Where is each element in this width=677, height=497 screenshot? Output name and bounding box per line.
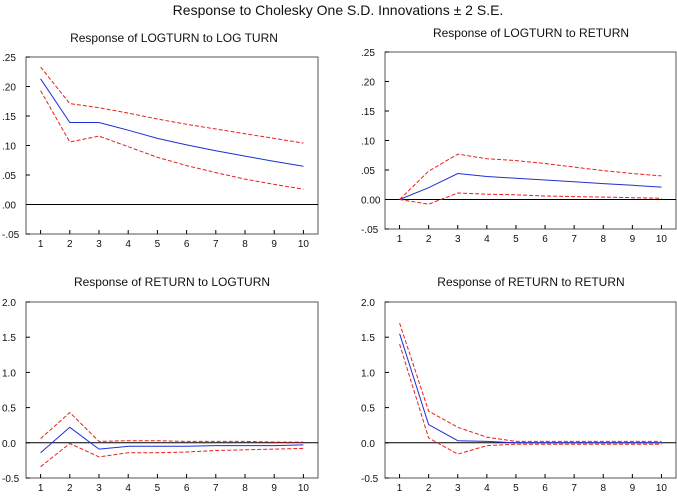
x-tick-label: 3: [455, 234, 461, 245]
panel-title: Response of RETURN to RETURN: [437, 275, 624, 289]
y-tick-label: .05: [361, 166, 375, 177]
x-tick-label: 3: [96, 239, 102, 250]
x-tick-label: 10: [656, 483, 668, 494]
series-line-upper: [399, 153, 662, 200]
y-tick-label: -.05: [361, 225, 379, 236]
x-tick-label: 9: [630, 234, 636, 245]
x-tick-label: 2: [67, 483, 73, 494]
panel-return-logturn: Response of RETURN to LOGTURN -0.5 0.0 0.5…: [2, 275, 319, 494]
figure-title: Response to Cholesky One S.D. Innovation…: [173, 2, 504, 18]
x-tick-label: 4: [484, 483, 490, 494]
x-tick-label: 1: [397, 234, 403, 245]
series-line-upper: [40, 66, 304, 144]
x-tick-label: 3: [455, 483, 461, 494]
panel-return-return: Response of RETURN to RETURN -0.5 0.0 0.5 1…: [361, 275, 677, 494]
series-line-upper: [40, 411, 304, 443]
panel-title: Response of LOGTURN to RETURN: [433, 26, 629, 40]
panel-logturn-logturn: Response of LOGTURN to LOG TURN -.05 .00.…: [2, 31, 319, 250]
y-tick-label: .00: [2, 201, 16, 212]
x-tick-label: 1: [38, 483, 44, 494]
x-tick-label: 4: [125, 483, 131, 494]
x-tick-label: 6: [184, 239, 190, 250]
y-tick-label: -0.5: [361, 474, 379, 485]
plot-frame: [25, 56, 319, 235]
series-line-lower: [399, 344, 662, 455]
plot-frame: [25, 301, 319, 479]
x-tick-label: 8: [242, 239, 248, 250]
y-tick-label: 0.0: [2, 439, 16, 450]
x-tick-label: 6: [542, 234, 548, 245]
x-tick-label: 1: [397, 483, 403, 494]
y-tick-label: .20: [361, 78, 375, 89]
y-tick-label: .20: [2, 83, 16, 94]
y-tick-label: .10: [2, 142, 16, 153]
x-tick-label: 4: [484, 234, 490, 245]
x-tick-label: 9: [271, 483, 277, 494]
x-tick-label: 2: [67, 239, 73, 250]
plot-frame: [384, 51, 677, 230]
x-tick-label: 6: [542, 483, 548, 494]
y-tick-label: -.05: [2, 230, 20, 241]
x-tick-label: 9: [271, 239, 277, 250]
y-tick-label: .25: [361, 48, 375, 59]
x-tick-label: 5: [155, 483, 161, 494]
y-tick-label: 0.5: [2, 404, 16, 415]
y-tick-label: .15: [361, 107, 375, 118]
series-line-lower: [40, 442, 304, 468]
panel-logturn-return: Response of LOGTURN to RETURN -.05 0.00 .0…: [361, 26, 677, 245]
x-tick-label: 3: [96, 483, 102, 494]
y-tick-label: -0.5: [2, 474, 20, 485]
y-tick-label: .05: [2, 171, 16, 182]
panel-title: Response of RETURN to LOGTURN: [74, 275, 270, 289]
panel-title: Response of LOGTURN to LOG TURN: [70, 31, 278, 45]
y-tick-label: 0.00: [361, 196, 381, 207]
y-tick-label: 0.5: [361, 404, 375, 415]
x-tick-label: 7: [213, 239, 219, 250]
y-tick-label: 1.5: [361, 333, 375, 344]
x-tick-label: 8: [600, 234, 606, 245]
x-tick-label: 10: [298, 239, 310, 250]
series-line-response: [399, 333, 662, 444]
y-tick-label: 2.0: [361, 298, 375, 309]
series-line-lower: [399, 192, 662, 205]
y-tick-label: .10: [361, 137, 375, 148]
x-tick-label: 7: [213, 483, 219, 494]
x-tick-label: 10: [656, 234, 668, 245]
x-tick-label: 5: [155, 239, 161, 250]
x-tick-label: 8: [242, 483, 248, 494]
y-tick-label: 2.0: [2, 298, 16, 309]
series-line-response: [399, 172, 662, 200]
y-tick-label: 1.0: [2, 368, 16, 379]
x-tick-label: 7: [571, 234, 577, 245]
series-line-upper: [399, 322, 662, 442]
x-tick-label: 7: [571, 483, 577, 494]
series-line-response: [40, 426, 304, 454]
y-tick-label: 1.5: [2, 333, 16, 344]
series-line-response: [40, 78, 304, 167]
x-tick-label: 5: [513, 234, 519, 245]
y-tick-label: .15: [2, 112, 16, 123]
x-tick-label: 5: [513, 483, 519, 494]
y-tick-label: .25: [2, 53, 16, 64]
series-line-lower: [40, 90, 304, 190]
x-tick-label: 8: [600, 483, 606, 494]
x-tick-label: 2: [426, 234, 432, 245]
plot-frame: [384, 301, 677, 479]
x-tick-label: 1: [38, 239, 44, 250]
x-tick-label: 10: [298, 483, 310, 494]
x-tick-label: 6: [184, 483, 190, 494]
x-tick-label: 2: [426, 483, 432, 494]
x-tick-label: 4: [125, 239, 131, 250]
y-tick-label: 0.0: [361, 439, 375, 450]
x-tick-label: 9: [630, 483, 636, 494]
y-tick-label: 1.0: [361, 368, 375, 379]
